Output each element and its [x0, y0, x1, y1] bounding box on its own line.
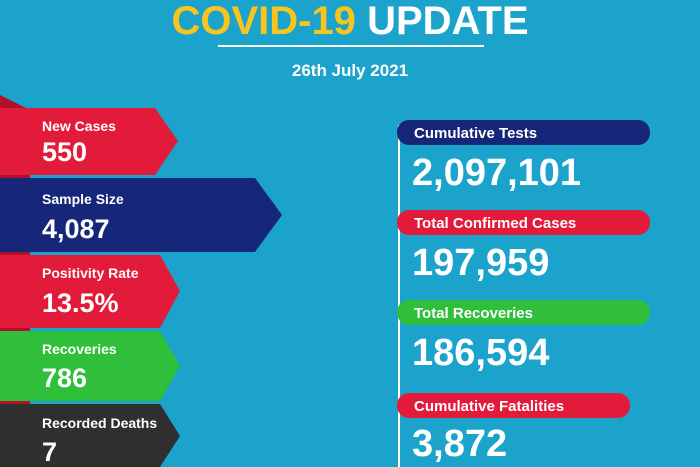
daily-panel — [0, 178, 282, 252]
date: 26th July 2021 — [292, 61, 408, 80]
title-highlight: COVID-19 — [171, 0, 356, 43]
daily-label: Recorded Deaths — [42, 415, 157, 431]
cumulative-value: 186,594 — [412, 332, 549, 374]
daily-value: 550 — [42, 137, 87, 167]
daily-panel — [0, 331, 180, 401]
pill — [397, 210, 650, 235]
title: COVID-19 UPDATE — [171, 0, 528, 43]
daily-label: Sample Size — [42, 191, 124, 207]
pill — [397, 393, 630, 418]
daily-panel — [0, 404, 180, 467]
cumulative-label: Total Confirmed Cases — [414, 215, 576, 232]
cumulative-value: 3,872 — [412, 423, 507, 465]
daily-panel — [0, 108, 178, 175]
pill — [397, 300, 650, 325]
cumulative-label: Cumulative Fatalities — [414, 398, 564, 415]
daily-value: 4,087 — [42, 214, 110, 244]
daily-value: 7 — [42, 437, 57, 467]
cumulative-label: Total Recoveries — [414, 305, 533, 322]
title-rest: UPDATE — [367, 0, 528, 43]
pill — [397, 120, 650, 145]
daily-panel — [0, 255, 180, 328]
daily-label: New Cases — [42, 118, 116, 134]
daily-value: 13.5% — [42, 288, 119, 318]
daily-value: 786 — [42, 363, 87, 393]
cumulative-value: 197,959 — [412, 242, 549, 284]
daily-label: Positivity Rate — [42, 265, 139, 281]
cumulative-value: 2,097,101 — [412, 152, 581, 194]
daily-label: Recoveries — [42, 341, 117, 357]
cumulative-label: Cumulative Tests — [414, 125, 537, 142]
